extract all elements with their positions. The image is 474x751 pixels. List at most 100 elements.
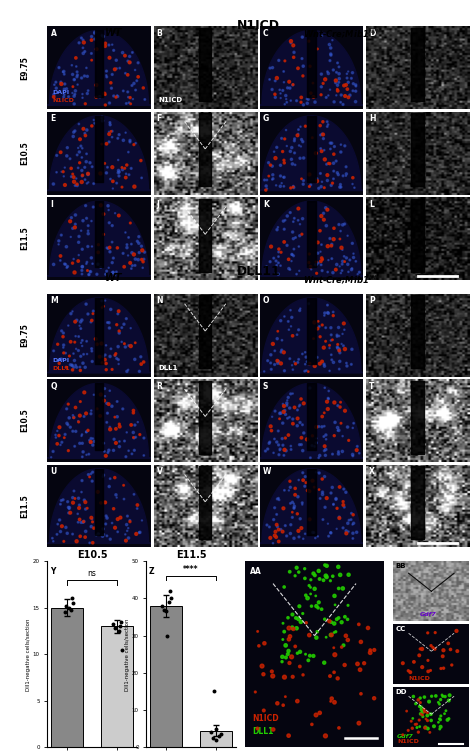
Point xyxy=(442,140,449,152)
Point xyxy=(264,318,271,330)
Point xyxy=(373,93,380,105)
Point xyxy=(383,142,391,154)
Point xyxy=(189,35,196,47)
Point xyxy=(412,0,419,12)
Point xyxy=(341,182,349,195)
Point xyxy=(215,730,223,742)
Text: E11.5: E11.5 xyxy=(20,494,29,518)
Point xyxy=(408,131,415,143)
Text: I: I xyxy=(51,200,54,209)
Point xyxy=(440,89,447,101)
Text: N1ICD: N1ICD xyxy=(397,739,419,744)
Text: CC: CC xyxy=(396,626,406,632)
Point xyxy=(256,164,264,176)
Point xyxy=(374,42,382,54)
Point xyxy=(67,604,74,616)
Point xyxy=(167,593,175,605)
Text: Gdf7: Gdf7 xyxy=(397,734,414,739)
Point xyxy=(452,138,459,150)
Text: K: K xyxy=(263,200,269,209)
Text: X: X xyxy=(369,467,375,476)
Point xyxy=(438,244,446,256)
Point xyxy=(185,131,193,143)
Point xyxy=(326,48,333,60)
Point xyxy=(352,225,359,237)
Point xyxy=(169,168,177,180)
Point xyxy=(411,262,419,274)
Text: E9.75: E9.75 xyxy=(20,56,29,80)
Point xyxy=(427,264,434,276)
Point xyxy=(118,644,126,656)
Point xyxy=(166,585,174,597)
Point xyxy=(159,600,166,612)
Point xyxy=(260,92,268,104)
Point xyxy=(410,179,417,192)
Point xyxy=(227,307,235,319)
Text: R: R xyxy=(157,382,163,391)
Bar xyxy=(150,606,182,747)
Text: O: O xyxy=(263,296,270,305)
Point xyxy=(386,116,394,128)
Text: E10.5: E10.5 xyxy=(20,141,29,165)
Point xyxy=(212,722,220,734)
Point xyxy=(319,225,326,237)
Text: N1ICD: N1ICD xyxy=(237,19,280,32)
Point xyxy=(473,183,474,195)
Point xyxy=(202,209,210,221)
Point xyxy=(303,185,310,198)
Text: F: F xyxy=(157,114,162,123)
Point xyxy=(459,147,467,159)
Point xyxy=(431,70,438,82)
Point xyxy=(461,99,468,111)
Text: DLL11: DLL11 xyxy=(237,265,280,278)
Point xyxy=(371,195,379,207)
Text: WT: WT xyxy=(105,273,122,283)
Text: DLL1: DLL1 xyxy=(53,366,70,371)
Title: E10.5: E10.5 xyxy=(77,550,107,560)
Text: N1ICD: N1ICD xyxy=(252,714,279,723)
Point xyxy=(460,294,468,306)
Polygon shape xyxy=(260,31,363,105)
Point xyxy=(160,604,168,616)
Point xyxy=(255,60,262,72)
Polygon shape xyxy=(47,383,151,458)
Text: Wnt-Cre;Mib1$^{fl/fl}$: Wnt-Cre;Mib1$^{fl/fl}$ xyxy=(303,28,380,41)
Point xyxy=(452,8,459,20)
Point xyxy=(390,245,397,257)
Point xyxy=(405,205,413,217)
Text: T: T xyxy=(369,382,374,391)
Point xyxy=(209,732,216,744)
Text: S: S xyxy=(263,382,268,391)
Point xyxy=(109,619,117,631)
Point xyxy=(473,185,474,197)
Point xyxy=(374,271,382,283)
Point xyxy=(152,95,160,107)
Point xyxy=(222,169,230,181)
Text: Z: Z xyxy=(149,567,155,576)
Point xyxy=(295,141,303,153)
Point xyxy=(444,392,451,404)
Point xyxy=(438,406,446,418)
Point xyxy=(407,33,415,45)
Point xyxy=(380,7,388,19)
Point xyxy=(365,69,372,81)
Point xyxy=(350,15,358,27)
Point xyxy=(321,229,328,241)
Point xyxy=(405,0,413,9)
Polygon shape xyxy=(260,469,363,543)
Text: ns: ns xyxy=(88,569,96,578)
Point xyxy=(244,113,251,125)
Point xyxy=(189,288,197,300)
Text: Gdf7: Gdf7 xyxy=(420,613,437,617)
Point xyxy=(62,600,70,612)
Point xyxy=(335,11,342,23)
Point xyxy=(117,620,124,632)
Point xyxy=(334,43,341,55)
Text: Wnt-Cre;Mib1$^{fl/fl}$: Wnt-Cre;Mib1$^{fl/fl}$ xyxy=(303,273,380,286)
Point xyxy=(214,259,222,271)
Point xyxy=(397,233,405,245)
Text: A: A xyxy=(51,29,56,38)
Point xyxy=(379,184,386,196)
Point xyxy=(214,107,221,119)
Point xyxy=(427,462,435,474)
